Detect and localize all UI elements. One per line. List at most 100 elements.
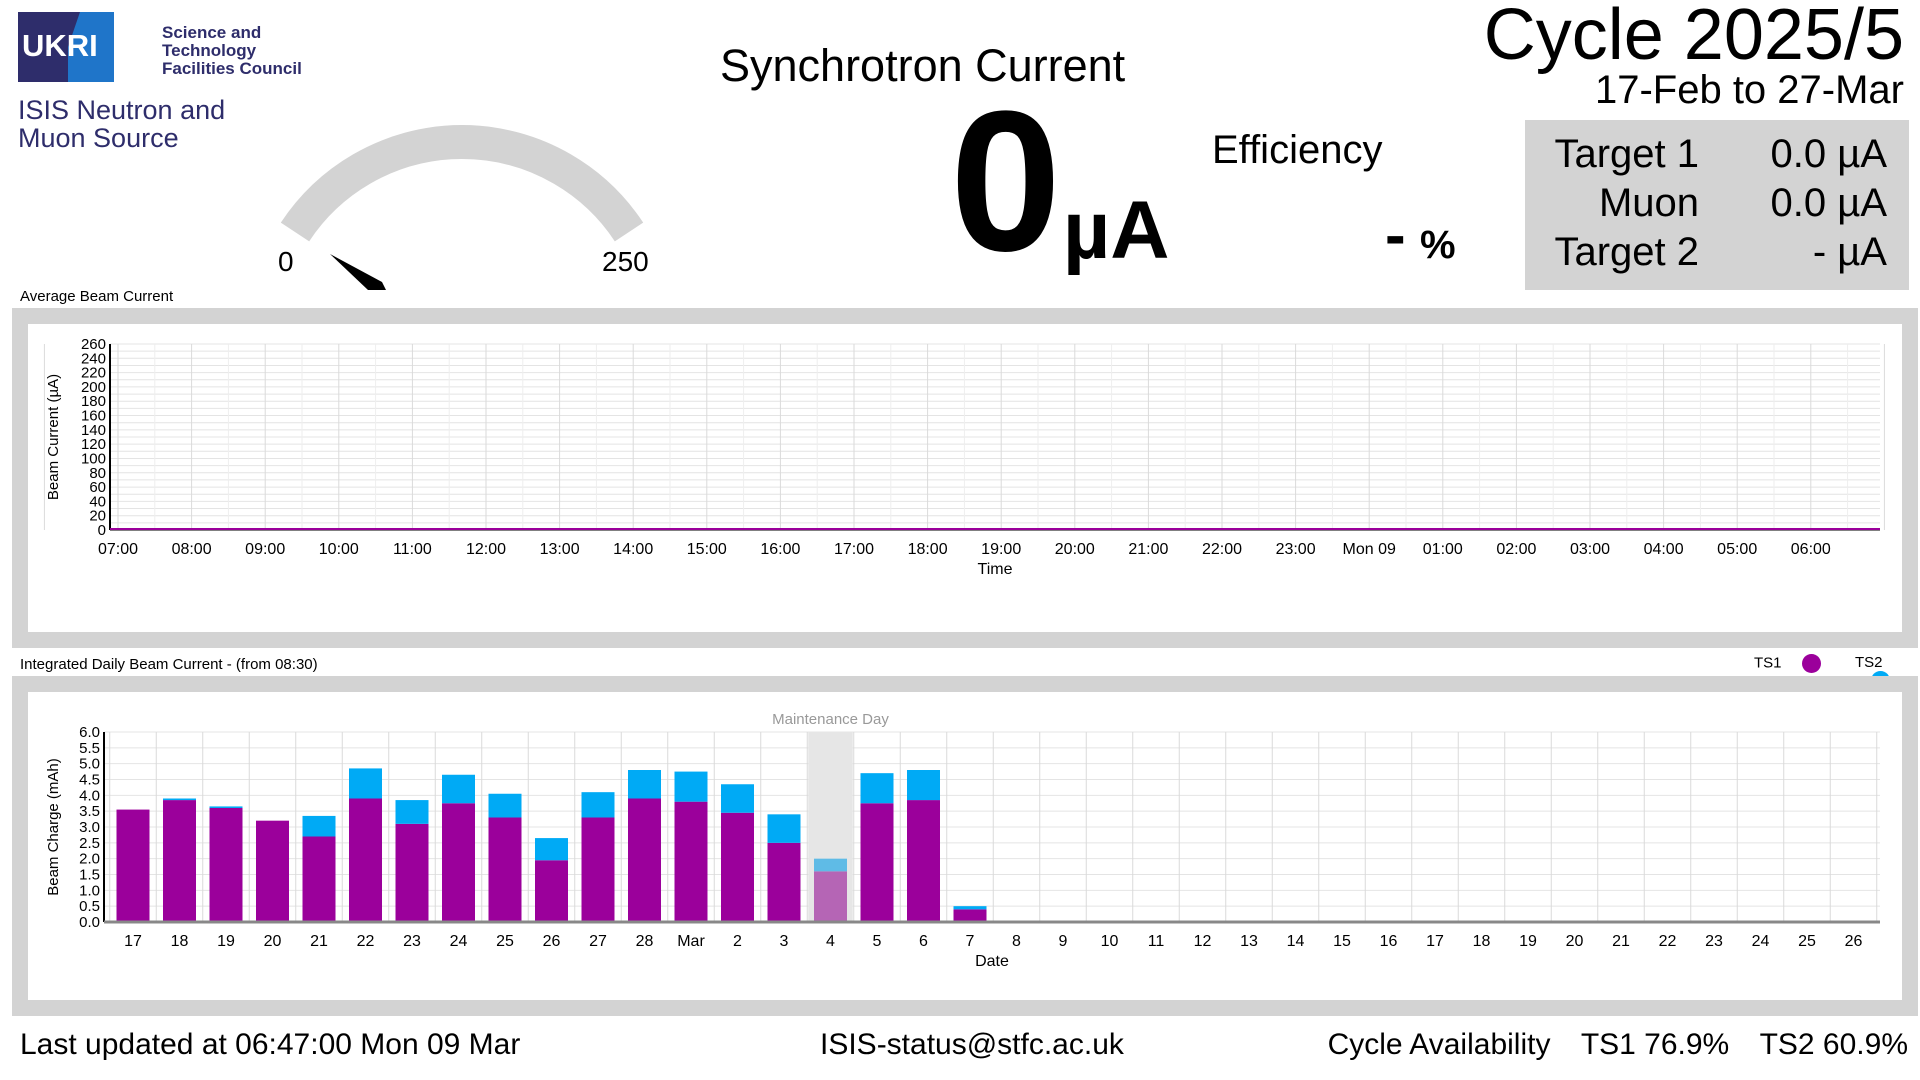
gauge-max-label: 250 (602, 246, 649, 277)
logo-text: Science and Technology Facilities Counci… (162, 24, 302, 78)
efficiency-label: Efficiency (1212, 128, 1383, 172)
y-tick-label: 260 (81, 336, 106, 353)
bar-ts1 (721, 812, 754, 922)
y-tick-label: 1.0 (79, 882, 100, 899)
bar-ts2 (302, 815, 336, 837)
x-tick-label: 08:00 (172, 541, 212, 558)
bar-ts1 (488, 817, 522, 922)
logo-line: Science and (162, 23, 262, 42)
x-tick-label: 20:00 (1055, 541, 1095, 558)
availability-ts2: TS2 60.9% (1759, 1028, 1908, 1061)
x-tick-label: 18:00 (908, 541, 948, 558)
y-tick-label: 3.0 (79, 819, 100, 836)
x-tick-label: 14 (1287, 933, 1305, 950)
y-tick-label: 120 (81, 436, 106, 453)
x-tick-label: 22 (1659, 933, 1677, 950)
legend-label: TS2 (1855, 654, 1883, 671)
bar-ts1 (907, 800, 940, 922)
target-row: Muon 0.0 µA (1525, 181, 1909, 227)
y-tick-label: 1.5 (79, 867, 100, 884)
bar-ts1 (628, 798, 661, 922)
bar-ts2 (628, 770, 661, 799)
cycle-title: Cycle 2025/5 (1483, 0, 1904, 75)
logo-line: Facilities Council (162, 59, 302, 78)
x-tick-label: 12 (1194, 933, 1212, 950)
x-tick-label: 21 (1612, 933, 1630, 950)
page-title: Synchrotron Current (720, 40, 1126, 91)
bar-ts2 (395, 800, 429, 824)
y-tick-label: 220 (81, 365, 106, 382)
x-tick-label: 19 (217, 933, 235, 950)
y-tick-label: 40 (89, 493, 106, 510)
integrated-chart-area: Maintenance Day 0.0 0.5 1.0 1.5 2.0 2.5 3.0 3.5 4… (28, 692, 1902, 1000)
y-tick-label: 240 (81, 350, 106, 367)
bar-ts1 (209, 808, 243, 922)
x-tick-label: 20 (1566, 933, 1584, 950)
x-tick-label: 19 (1519, 933, 1537, 950)
x-tick-label: 17 (1426, 933, 1444, 950)
x-tick-label: 18 (171, 933, 189, 950)
target-name: Target 1 (1554, 132, 1699, 176)
x-tick-label: 24 (450, 933, 468, 950)
x-tick-label: 24 (1752, 933, 1770, 950)
y-tick-label: 2.0 (79, 851, 100, 868)
org-line: ISIS Neutron and (18, 95, 226, 125)
x-tick-label: 04:00 (1644, 541, 1684, 558)
bar-ts2 (442, 774, 475, 804)
bar-ts2 (674, 771, 708, 802)
y-tick-label: 0 (98, 522, 106, 539)
availability-ts1: TS1 76.9% (1580, 1028, 1730, 1061)
x-tick-label: 21 (310, 933, 328, 950)
bar-ts2 (767, 814, 801, 843)
y-tick-label: 100 (81, 450, 106, 467)
x-tick-label: 10 (1101, 933, 1119, 950)
x-tick-label: 6 (919, 933, 928, 950)
x-tick-label: 19:00 (981, 541, 1021, 558)
x-tick-label: 11 (1148, 933, 1165, 950)
bar-ts1 (395, 823, 429, 922)
integrated-beam-chart: Maintenance Day0.00.51.01.52.02.53.03.54… (45, 711, 1880, 970)
x-tick-label: 05:00 (1717, 541, 1757, 558)
x-tick-label: 11:00 (393, 541, 432, 558)
bar-ts1 (535, 860, 568, 922)
legend-label: TS1 (1754, 654, 1782, 672)
bar-ts2 (860, 773, 894, 804)
target-row: Target 1 0.0 µA (1525, 132, 1909, 178)
contact-email[interactable]: ISIS-status@stfc.ac.uk (820, 1028, 1124, 1061)
x-tick-label: 13 (1240, 933, 1258, 950)
y-tick-label: 160 (81, 408, 106, 425)
y-tick-label: 6.0 (79, 724, 100, 741)
avg-chart-panel: 0 20 40 60 80 100 120 140 160 180 200 220 240 260 07:0… (12, 308, 1918, 648)
x-tick-label: 9 (1059, 933, 1068, 950)
x-tick-label: 01:00 (1423, 541, 1463, 558)
target-value: 0.0 µA (1770, 181, 1887, 225)
org-line: Muon Source (18, 123, 179, 153)
maintenance-label: Maintenance Day (772, 711, 889, 728)
bar-ts1 (256, 820, 289, 922)
y-tick-label: 3.5 (79, 803, 100, 820)
y-tick-label: 0.5 (79, 898, 100, 915)
y-axis-label: Beam Charge (mAh) (45, 758, 62, 896)
bar-ts1 (814, 871, 847, 922)
efficiency-value: - (1385, 201, 1406, 270)
x-tick-label: 12:00 (466, 541, 506, 558)
x-tick-label: 18 (1473, 933, 1491, 950)
current-value: 0 (950, 70, 1062, 293)
x-tick-label: 15:00 (687, 541, 727, 558)
integrated-chart-panel: Maintenance Day 0.0 0.5 1.0 1.5 2.0 2.5 3.0 3.5 4… (12, 676, 1918, 1016)
cycle-availability: Cycle Availability TS1 76.9% TS2 60.9% (1328, 1028, 1908, 1062)
y-tick-label: 20 (89, 508, 106, 525)
x-tick-label: 14:00 (613, 541, 653, 558)
x-tick-label: Mar (677, 933, 705, 950)
x-tick-label: 2 (733, 933, 742, 950)
x-tick-label: 4 (826, 933, 835, 950)
x-tick-label: 26 (1845, 933, 1863, 950)
logo-line: Technology (162, 41, 257, 60)
target-name: Target 2 (1554, 230, 1699, 274)
x-tick-label: 7 (966, 933, 975, 950)
x-tick-label: 21:00 (1128, 541, 1168, 558)
x-axis-label: Date (975, 953, 1009, 970)
avg-chart-title: Average Beam Current (20, 288, 174, 305)
x-tick-label: 26 (543, 933, 561, 950)
bar-ts1 (442, 803, 475, 922)
